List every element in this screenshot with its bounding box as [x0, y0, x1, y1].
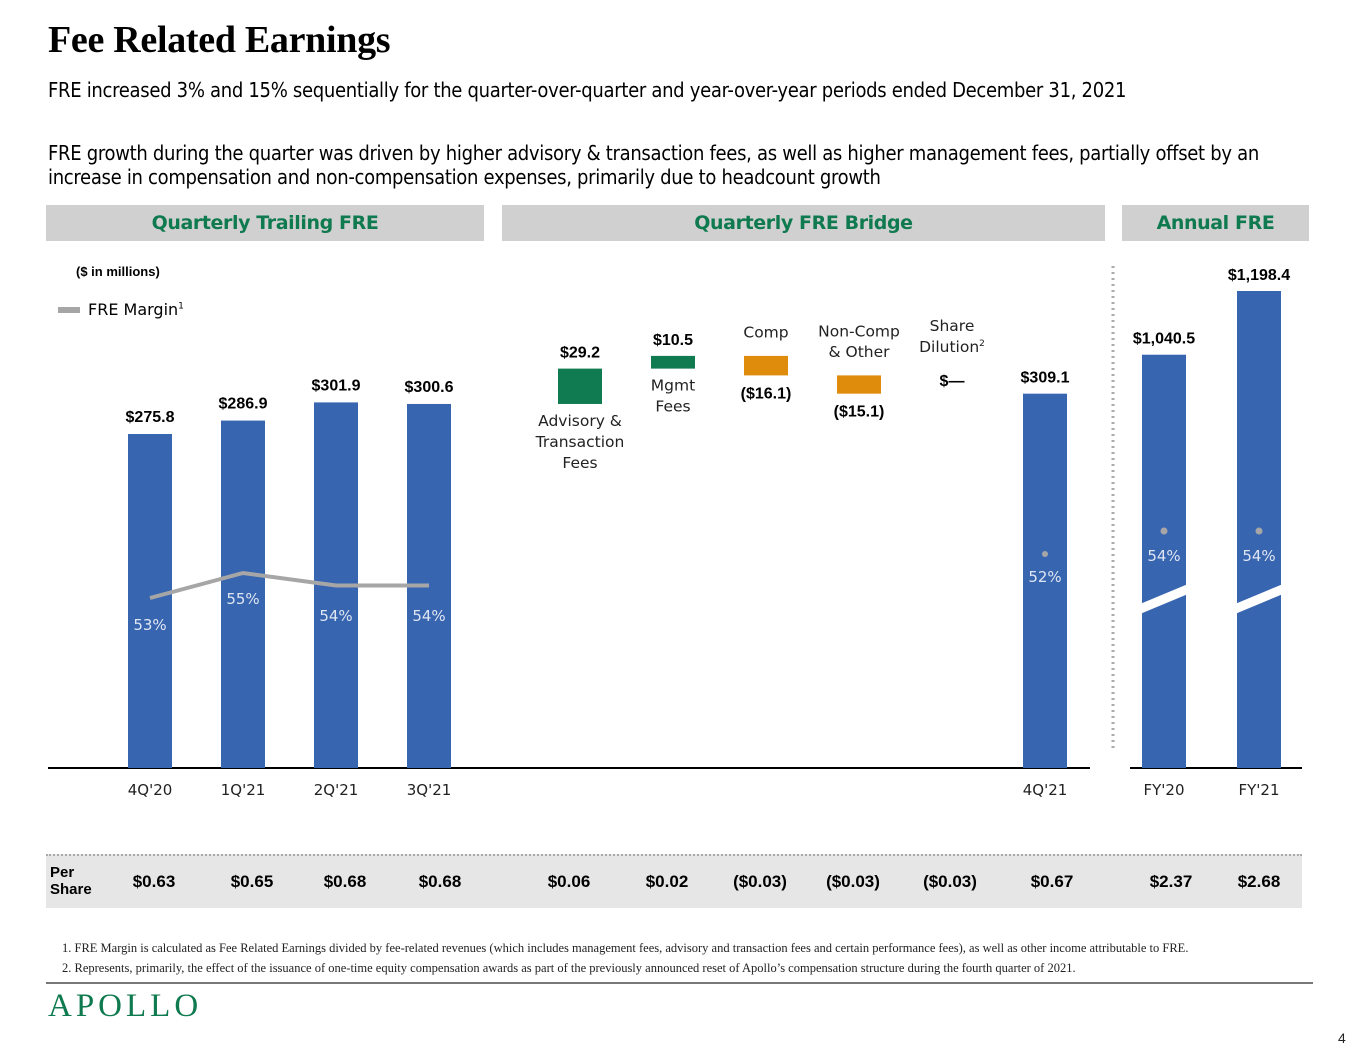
margin-label: 54%	[412, 607, 445, 625]
legend-footnote-ref: 1	[178, 301, 184, 312]
per-share-value: $0.68	[418, 872, 462, 891]
per-share-value: $2.68	[1237, 872, 1281, 891]
per-share-value: ($0.03)	[733, 872, 787, 891]
bar-value-label: $300.6	[405, 379, 454, 396]
bar-value-label: $286.9	[219, 396, 268, 413]
bridge-step-bar	[837, 375, 881, 394]
bridge-step-value: ($15.1)	[834, 404, 885, 421]
bar-FY'20	[1142, 354, 1186, 768]
per-share-label: Per Share	[50, 864, 92, 898]
per-share-label-line1: Per	[50, 864, 75, 881]
bridge-step-bar	[744, 355, 788, 376]
per-share-value: $0.65	[230, 872, 274, 891]
bridge-step-category: Transaction	[535, 433, 625, 451]
x-tick-label: FY'21	[1238, 781, 1279, 799]
x-tick-label: 4Q'21	[1023, 781, 1068, 799]
bar-value-label: $301.9	[312, 377, 361, 394]
bar-4Q21	[1023, 393, 1067, 768]
bridge-step-value: ($16.1)	[741, 385, 792, 402]
legend-swatch-line	[58, 306, 80, 313]
axis-break-mark	[1235, 584, 1283, 614]
per-share-value: $0.68	[323, 872, 367, 891]
bridge-step-value: $—	[940, 373, 965, 390]
bar-1Q'21	[221, 420, 265, 768]
bridge-step-category: Comp	[743, 323, 788, 341]
bar-value-label: $1,040.5	[1133, 331, 1195, 348]
apollo-logo: APOLLO	[48, 988, 203, 1024]
bridge-step-category: Mgmt	[651, 377, 695, 395]
page-number: 4	[1338, 1030, 1346, 1046]
bar-4Q'20	[128, 434, 172, 768]
margin-label: 54%	[1242, 547, 1275, 565]
units-label: ($ in millions)	[76, 264, 160, 279]
x-tick-label: FY'20	[1143, 781, 1184, 799]
per-share-value: ($0.03)	[923, 872, 977, 891]
section-header-quarterly-trailing: Quarterly Trailing FRE	[46, 205, 484, 241]
bridge-step-category: Non-Comp	[818, 322, 900, 340]
bridge-step-category: Advisory &	[538, 412, 622, 430]
footnote-ref: 2	[979, 339, 985, 349]
x-tick-label: 1Q'21	[221, 781, 266, 799]
section-header-annual: Annual FRE	[1122, 205, 1309, 241]
per-share-value: $0.67	[1030, 872, 1074, 891]
legend-label: FRE Margin	[88, 300, 179, 319]
bridge-step-value: $10.5	[653, 332, 693, 349]
bridge-step-value: $29.2	[560, 345, 600, 362]
per-share-value: $0.06	[547, 872, 591, 891]
bridge-step-category: Dilution2	[919, 338, 985, 356]
margin-label: 55%	[226, 590, 259, 608]
per-share-value: $0.02	[645, 872, 689, 891]
x-tick-label: 2Q'21	[314, 781, 359, 799]
legend-fre-margin: FRE Margin1	[58, 300, 184, 319]
bridge-step-category: Fees	[562, 454, 597, 472]
fre-margin-line	[149, 570, 429, 600]
page-title: Fee Related Earnings	[48, 19, 391, 61]
fre-margin-point	[1160, 527, 1168, 535]
bridge-step-bar	[651, 355, 695, 369]
margin-label: 52%	[1028, 568, 1061, 586]
bar-value-label: $275.8	[126, 409, 175, 426]
axis-break-mark	[1140, 584, 1188, 614]
margin-label: 54%	[1147, 547, 1180, 565]
margin-label: 54%	[319, 607, 352, 625]
bridge-step-bar	[558, 368, 602, 404]
bar-value-label: $309.1	[1021, 370, 1070, 387]
footer-divider	[46, 982, 1313, 984]
x-tick-label: 4Q'20	[128, 781, 173, 799]
footnotes: 1. FRE Margin is calculated as Fee Relat…	[62, 938, 1188, 978]
per-share-value: ($0.03)	[826, 872, 880, 891]
footnote-1: 1. FRE Margin is calculated as Fee Relat…	[62, 941, 1189, 955]
margin-label: 53%	[133, 616, 166, 634]
per-share-value: $0.63	[132, 872, 176, 891]
fre-margin-point	[1255, 527, 1263, 535]
section-header-bridge: Quarterly FRE Bridge	[502, 205, 1105, 241]
x-tick-label: 3Q'21	[407, 781, 452, 799]
summary-bullet-drivers: FRE growth during the quarter was driven…	[48, 141, 1259, 189]
bridge-step-category: Fees	[655, 398, 690, 416]
per-share-label-line2: Share	[50, 881, 92, 898]
bridge-step-category: & Other	[828, 343, 890, 361]
per-share-value: $2.37	[1149, 872, 1193, 891]
bridge-step-category: Share	[930, 317, 975, 335]
footnote-2: 2. Represents, primarily, the effect of …	[62, 961, 1076, 975]
fre-margin-point	[1042, 551, 1048, 557]
summary-bullet-qoq-yoy: FRE increased 3% and 15% sequentially fo…	[48, 78, 1127, 102]
per-share-row: Per Share $0.63 $0.65 $0.68 $0.68 $0.06 $0.02…	[46, 854, 1302, 908]
bar-value-label: $1,198.4	[1228, 267, 1290, 284]
